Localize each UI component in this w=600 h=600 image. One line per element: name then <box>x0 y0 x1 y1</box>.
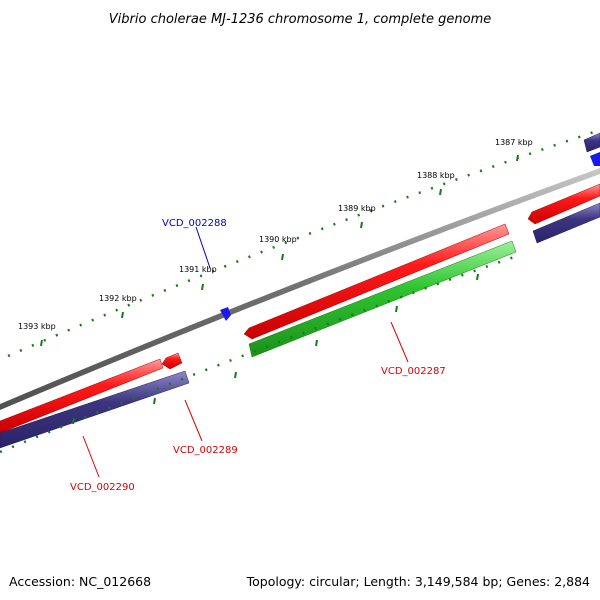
map-title: Vibrio cholerae MJ-1236 chromosome 1, co… <box>109 12 491 27</box>
gene-vcd-002287-rna[interactable] <box>248 240 517 358</box>
label-vcd-002288[interactable]: VCD_002288 <box>162 218 227 229</box>
reverse-strand-features <box>0 132 600 449</box>
leader-vcd-002289 <box>184 399 203 442</box>
leader-vcd-002288 <box>195 226 211 269</box>
gene-vcd-002288[interactable] <box>220 307 231 321</box>
leader-vcd-002290 <box>82 435 100 478</box>
label-vcd-002289[interactable]: VCD_002289 <box>173 445 238 456</box>
genome-summary-text: Topology: circular; Length: 3,149,584 bp… <box>246 574 590 589</box>
tick-label-1393: 1393 kbp <box>18 322 56 331</box>
gene-vcd-002289-part[interactable] <box>161 352 183 370</box>
tick-1391 <box>201 283 204 291</box>
tick-label-1390: 1390 kbp <box>259 235 297 244</box>
forward-strand-features <box>0 183 600 434</box>
small-features <box>220 152 600 321</box>
major-ticks-outer <box>40 154 519 347</box>
gene-reverse-top-right[interactable] <box>583 132 600 153</box>
gene-vcd-002290-reverse[interactable] <box>0 370 190 449</box>
tick-1388 <box>439 188 442 196</box>
gene-forward-right[interactable] <box>527 183 600 225</box>
label-vcd-002287[interactable]: VCD_002287 <box>381 366 446 377</box>
gene-vcd-002290[interactable] <box>0 358 164 434</box>
accession-text: Accession: NC_012668 <box>9 574 151 589</box>
tick-1387 <box>516 154 519 162</box>
inner-tick-6 <box>476 273 479 281</box>
label-vcd-002290[interactable]: VCD_002290 <box>70 482 135 493</box>
tick-1390 <box>281 253 284 261</box>
major-ticks-inner <box>72 273 479 425</box>
inner-tick-2 <box>153 397 156 405</box>
gene-vcd-002287[interactable] <box>243 223 510 340</box>
inner-tick-4 <box>315 339 318 347</box>
rna-feature <box>248 240 517 358</box>
tick-label-1387: 1387 kbp <box>495 138 533 147</box>
genome-backbone <box>0 168 600 410</box>
small-feature-right[interactable] <box>590 152 600 166</box>
inner-tick-3 <box>234 371 237 379</box>
inner-tick-5 <box>395 305 398 313</box>
leader-vcd-002287 <box>390 321 409 363</box>
tick-label-1388: 1388 kbp <box>417 171 455 180</box>
tick-label-1392: 1392 kbp <box>99 294 137 303</box>
tick-1389 <box>360 221 363 229</box>
tick-1393 <box>40 339 43 347</box>
gene-reverse-right[interactable] <box>532 202 600 244</box>
tick-label-1389: 1389 kbp <box>338 204 376 213</box>
tick-label-1391: 1391 kbp <box>179 265 217 274</box>
inner-tick-1 <box>72 417 75 425</box>
label-leaders <box>82 226 409 478</box>
tick-1392 <box>121 311 124 319</box>
